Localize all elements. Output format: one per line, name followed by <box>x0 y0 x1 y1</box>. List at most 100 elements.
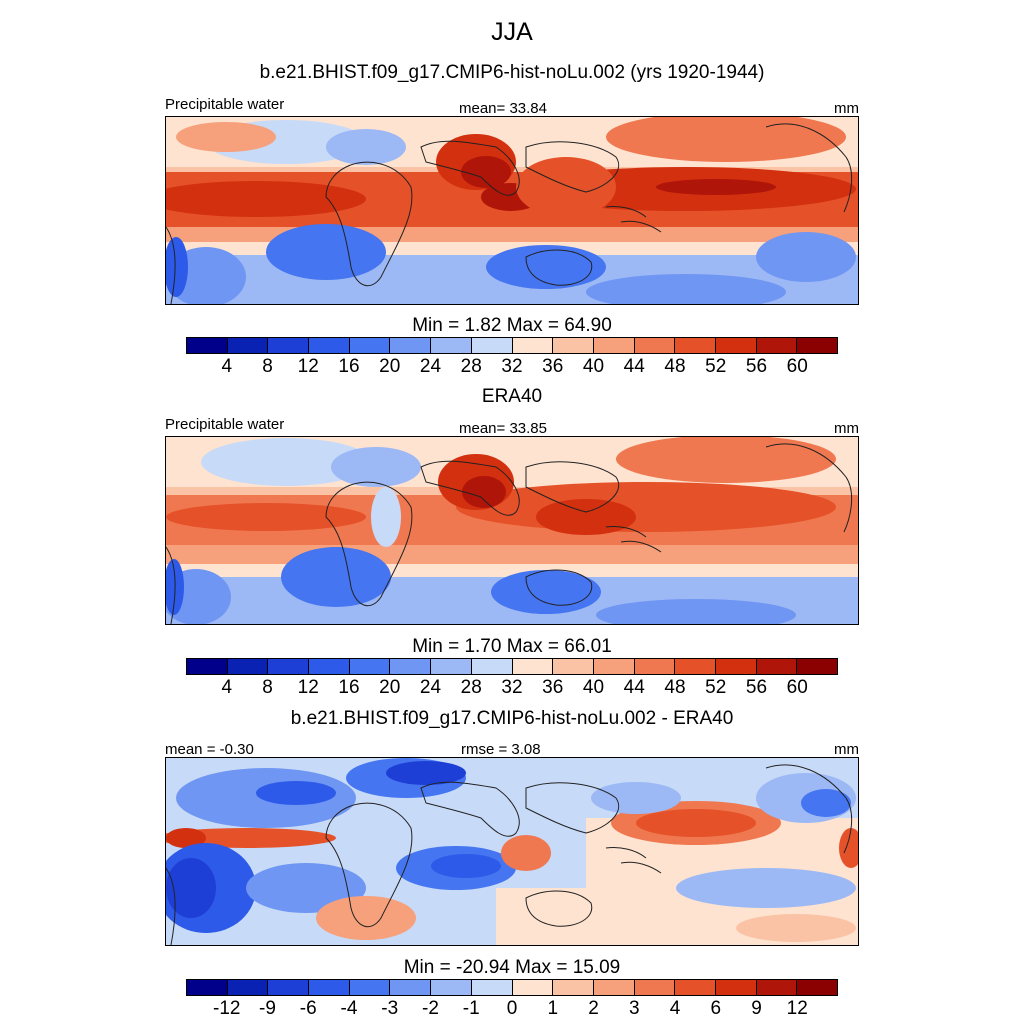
panel2-minmax: Min = 1.70 Max = 66.01 <box>412 636 612 657</box>
colorbar-tick-label: 52 <box>705 677 727 698</box>
colorbar-swatch <box>390 659 432 674</box>
colorbar-swatch <box>227 659 269 674</box>
colorbar-swatch <box>756 980 798 995</box>
colorbar-tick-label: 60 <box>786 356 808 377</box>
colorbar-tick-label: 28 <box>460 677 482 698</box>
colorbar-tick-label: 3 <box>628 998 640 1019</box>
colorbar-tick-label: 36 <box>542 677 564 698</box>
colorbar-swatch <box>471 980 513 995</box>
colorbar-swatch <box>756 338 798 353</box>
panel1-minmax: Min = 1.82 Max = 64.90 <box>412 315 612 336</box>
colorbar-tick-label: 44 <box>623 677 645 698</box>
colorbar-swatch <box>471 338 513 353</box>
colorbar-tick-label: -1 <box>462 998 480 1019</box>
colorbar-tick-label: 12 <box>297 677 319 698</box>
colorbar-swatch <box>349 659 391 674</box>
colorbar-tick-label: 28 <box>460 356 482 377</box>
panel3-mean-label: mean = -0.30 <box>165 741 254 758</box>
colorbar-tick-label: -4 <box>340 998 358 1019</box>
panel1-map <box>165 116 859 305</box>
colorbar-tick-label: 56 <box>745 356 768 377</box>
colorbar-swatch <box>268 659 310 674</box>
colorbar-swatch <box>634 980 676 995</box>
colorbar-tick-label: 4 <box>221 677 233 698</box>
colorbar-swatch <box>675 338 716 353</box>
colorbar-swatch <box>593 980 635 995</box>
colorbar-swatch <box>309 980 350 995</box>
colorbar-tick-label: 32 <box>501 677 523 698</box>
colorbar-swatch <box>797 659 837 674</box>
colorbar-swatch <box>268 980 310 995</box>
figure-title: JJA <box>491 18 533 46</box>
colorbar-swatch <box>797 980 837 995</box>
panel3-rmse-label: rmse = 3.08 <box>461 741 541 758</box>
colorbar-swatch <box>675 659 716 674</box>
colorbar-swatch <box>349 338 391 353</box>
colorbar-swatch <box>675 980 716 995</box>
colorbar-tick-label: 16 <box>338 677 360 698</box>
colorbar-swatch <box>512 338 554 353</box>
colorbar-tick-label: 40 <box>582 677 605 698</box>
panel2-colorbar <box>186 658 838 675</box>
colorbar-tick-label: 6 <box>710 998 722 1019</box>
colorbar-swatch <box>797 338 837 353</box>
colorbar-swatch <box>268 338 310 353</box>
panel2-units-label: mm <box>834 420 859 437</box>
colorbar-tick-label: -3 <box>381 998 399 1019</box>
colorbar-swatch <box>227 980 269 995</box>
colorbar-tick-label: 0 <box>506 998 518 1019</box>
colorbar-swatch <box>553 659 594 674</box>
colorbar-swatch <box>390 338 432 353</box>
colorbar-swatch <box>715 338 757 353</box>
colorbar-tick-label: -2 <box>422 998 439 1019</box>
colorbar-swatch <box>431 338 472 353</box>
panel2-colorbar-ticks: 4 8 12 16 20 24 28 32 36 40 44 48 52 56 60 <box>186 677 838 701</box>
colorbar-tick-label: 20 <box>379 356 401 377</box>
panel1-colorbar-ticks: 4 8 12 16 20 24 28 32 36 40 44 48 52 56 60 <box>186 356 838 380</box>
panel3-colorbar-ticks: -12 -9 -6 -4 -3 -2 -1 0 1 2 3 4 6 9 12 <box>186 998 838 1022</box>
colorbar-tick-label: 56 <box>745 677 768 698</box>
colorbar-tick-label: 4 <box>669 998 681 1019</box>
colorbar-swatch <box>715 980 757 995</box>
colorbar-tick-label: 8 <box>262 356 273 377</box>
colorbar-tick-label: 12 <box>297 356 319 377</box>
colorbar-tick-label: 60 <box>786 677 808 698</box>
panel1-mean-label: mean= 33.84 <box>459 100 547 117</box>
colorbar-swatch <box>309 659 350 674</box>
colorbar-tick-label: 9 <box>751 998 762 1019</box>
colorbar-tick-label: 52 <box>705 356 727 377</box>
colorbar-swatch <box>187 659 228 674</box>
colorbar-tick-label: 1 <box>547 998 559 1019</box>
colorbar-swatch <box>593 659 635 674</box>
panel2-variable-label: Precipitable water <box>165 416 285 433</box>
colorbar-swatch <box>390 980 432 995</box>
colorbar-tick-label: 8 <box>262 677 273 698</box>
panel2-title: ERA40 <box>481 386 543 407</box>
panel1-title: b.e21.BHIST.f09_g17.CMIP6-hist-noLu.002 … <box>259 62 765 83</box>
panel1-colorbar <box>186 337 838 354</box>
panel1-variable-label: Precipitable water <box>165 96 285 113</box>
panel2-map <box>165 436 859 625</box>
colorbar-tick-label: 48 <box>664 677 686 698</box>
colorbar-swatch <box>309 338 350 353</box>
colorbar-tick-label: 48 <box>664 356 686 377</box>
colorbar-swatch <box>187 338 228 353</box>
panel1-map-field <box>166 117 858 304</box>
colorbar-swatch <box>593 338 635 353</box>
colorbar-tick-label: 36 <box>542 356 564 377</box>
colorbar-swatch <box>471 659 513 674</box>
colorbar-swatch <box>553 338 594 353</box>
colorbar-swatch <box>634 338 676 353</box>
colorbar-tick-label: -12 <box>213 998 241 1019</box>
panel3-map <box>165 757 859 946</box>
colorbar-tick-label: -6 <box>299 998 317 1019</box>
colorbar-swatch <box>512 659 554 674</box>
panel3-title: b.e21.BHIST.f09_g17.CMIP6-hist-noLu.002 … <box>290 708 734 729</box>
panel3-map-field <box>166 758 858 945</box>
colorbar-swatch <box>187 980 228 995</box>
panel3-colorbar <box>186 979 838 996</box>
colorbar-tick-label: -9 <box>259 998 276 1019</box>
colorbar-tick-label: 40 <box>582 356 605 377</box>
colorbar-tick-label: 4 <box>221 356 233 377</box>
colorbar-swatch <box>431 659 472 674</box>
